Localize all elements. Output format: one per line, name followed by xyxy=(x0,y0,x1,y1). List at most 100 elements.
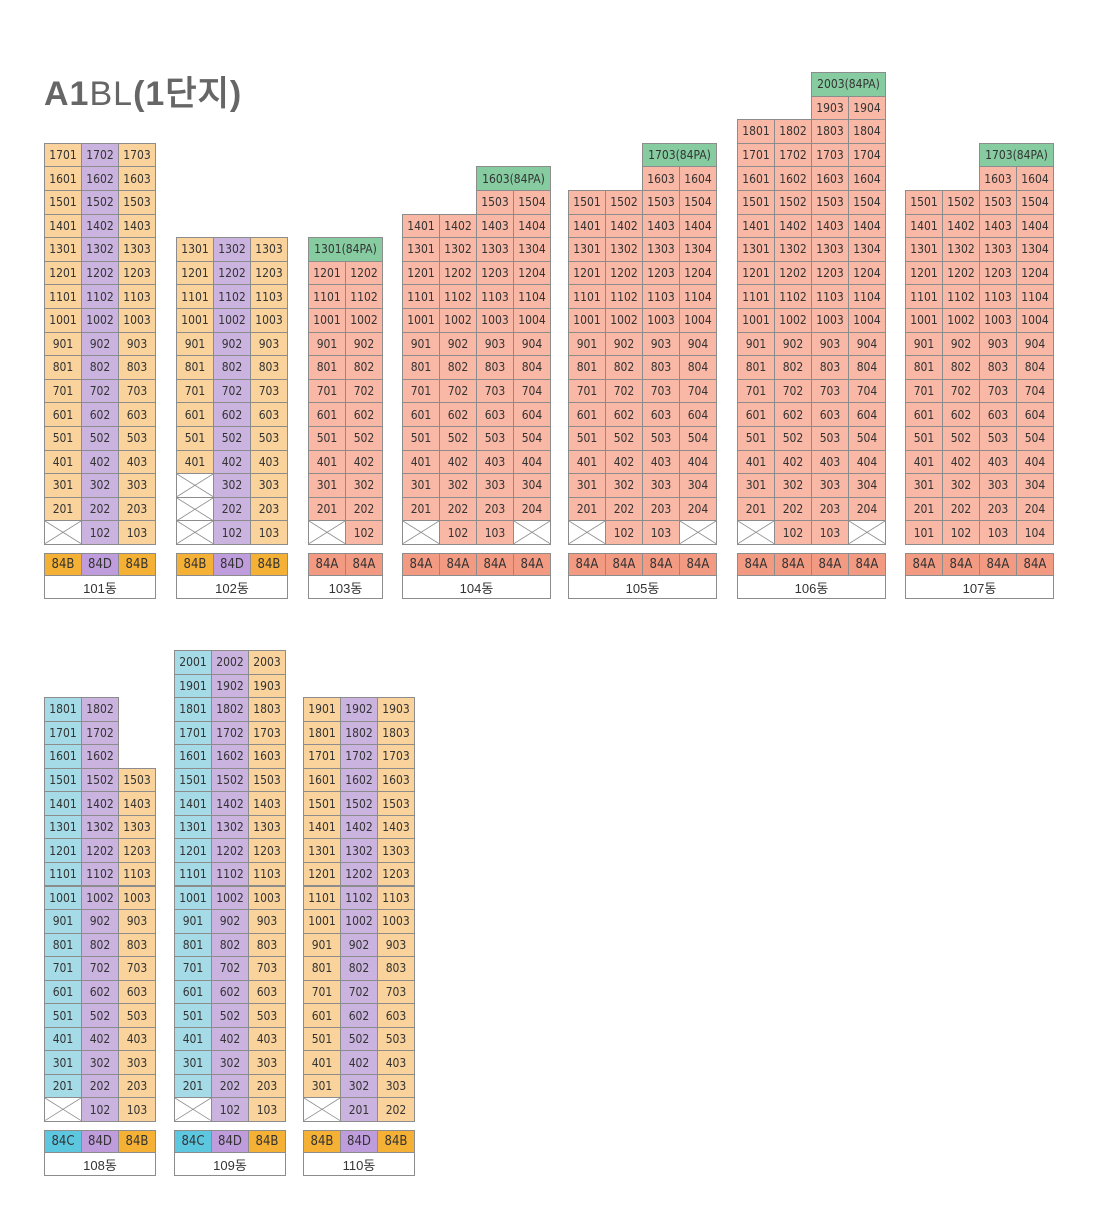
unit-cell: 1702 xyxy=(211,720,249,746)
unit-cell: 803 xyxy=(118,932,156,958)
unit-cell: 1802 xyxy=(340,720,378,746)
unit-cell: 1101 xyxy=(176,284,214,309)
unit-cell: 803 xyxy=(248,932,286,958)
unit-cell: 102 xyxy=(211,1097,249,1122)
unit-cell: 1501 xyxy=(44,767,82,793)
unit-type-legend: 84D xyxy=(340,1130,378,1153)
building-name: 105동 xyxy=(568,576,717,599)
unit-cell: 501 xyxy=(568,426,606,451)
unit-cell: 301 xyxy=(905,473,943,498)
unit-type-legend: 84A xyxy=(942,553,980,576)
unit-cell: 1003 xyxy=(118,885,156,911)
unit-cell: 402 xyxy=(942,449,980,475)
unit-cell: 1003 xyxy=(250,308,288,333)
unit-cell: 2002 xyxy=(211,650,249,675)
unit-cell: 1202 xyxy=(211,838,249,863)
penthouse-unit: 1703(84PA) xyxy=(979,142,1054,168)
unit-cell: 1001 xyxy=(402,308,440,333)
unit-cell: 1403 xyxy=(248,791,286,816)
unit-cell: 401 xyxy=(568,449,606,475)
unit-cell: 1201 xyxy=(568,260,606,286)
unit-cell: 1904 xyxy=(848,95,886,121)
unit-cell: 1502 xyxy=(942,190,980,215)
unit-cell: 1201 xyxy=(308,260,346,286)
unit-cell: 2001 xyxy=(174,650,212,675)
unit-cell: 701 xyxy=(568,378,606,404)
unit-cell: 903 xyxy=(118,331,156,357)
unit-cell: 1303 xyxy=(248,814,286,840)
empty-unit xyxy=(174,1097,212,1122)
unit-cell: 1501 xyxy=(568,190,606,215)
unit-cell: 602 xyxy=(340,1003,378,1028)
unit-cell: 404 xyxy=(1016,449,1054,475)
unit-cell: 302 xyxy=(211,1050,249,1075)
unit-cell: 1301 xyxy=(402,237,440,262)
unit-cell: 601 xyxy=(737,402,775,427)
unit-cell: 103 xyxy=(476,520,514,545)
unit-cell: 503 xyxy=(377,1026,415,1052)
unit-cell: 703 xyxy=(476,378,514,404)
unit-cell: 303 xyxy=(248,1050,286,1075)
penthouse-unit: 2003(84PA) xyxy=(811,72,886,97)
unit-cell: 1304 xyxy=(513,237,551,262)
unit-cell: 1001 xyxy=(568,308,606,333)
unit-cell: 602 xyxy=(605,402,643,427)
unit-cell: 1002 xyxy=(340,909,378,934)
unit-cell: 603 xyxy=(248,979,286,1005)
unit-cell: 1502 xyxy=(81,190,119,215)
unit-cell: 1203 xyxy=(476,260,514,286)
unit-cell: 901 xyxy=(303,932,341,958)
unit-cell: 1004 xyxy=(679,308,717,333)
empty-unit xyxy=(176,473,214,498)
unit-cell: 701 xyxy=(402,378,440,404)
unit-cell: 102 xyxy=(81,520,119,545)
building-name: 104동 xyxy=(402,576,551,599)
unit-cell: 802 xyxy=(81,932,119,958)
unit-cell: 601 xyxy=(44,979,82,1005)
unit-cell: 1203 xyxy=(377,861,415,887)
unit-cell: 1102 xyxy=(81,284,119,309)
unit-cell: 1401 xyxy=(905,213,943,239)
unit-cell: 803 xyxy=(250,355,288,380)
unit-cell: 804 xyxy=(513,355,551,380)
unit-cell: 801 xyxy=(44,932,82,958)
unit-cell: 1401 xyxy=(737,213,775,239)
unit-cell: 1404 xyxy=(848,213,886,239)
unit-cell: 304 xyxy=(848,473,886,498)
unit-cell: 702 xyxy=(345,378,383,404)
unit-cell: 801 xyxy=(174,932,212,958)
empty-unit xyxy=(308,520,346,545)
unit-cell: 202 xyxy=(605,496,643,522)
unit-cell: 403 xyxy=(250,449,288,475)
unit-cell: 1001 xyxy=(737,308,775,333)
unit-cell: 1303 xyxy=(118,237,156,262)
unit-cell: 603 xyxy=(118,402,156,427)
unit-cell: 1103 xyxy=(811,284,849,309)
unit-cell: 304 xyxy=(679,473,717,498)
unit-cell: 1301 xyxy=(44,814,82,840)
unit-cell: 1203 xyxy=(118,838,156,863)
unit-cell: 303 xyxy=(811,473,849,498)
unit-cell: 803 xyxy=(811,355,849,380)
penthouse-unit: 1703(84PA) xyxy=(642,142,717,168)
unit-cell: 804 xyxy=(1016,355,1054,380)
unit-cell: 704 xyxy=(679,378,717,404)
unit-cell: 401 xyxy=(303,1050,341,1075)
unit-cell: 201 xyxy=(340,1097,378,1122)
unit-cell: 502 xyxy=(340,1026,378,1052)
unit-cell: 602 xyxy=(439,402,477,427)
unit-cell: 302 xyxy=(213,473,251,498)
unit-cell: 1202 xyxy=(340,861,378,887)
unit-cell: 801 xyxy=(44,355,82,380)
unit-cell: 1603 xyxy=(377,767,415,793)
unit-cell: 1101 xyxy=(905,284,943,309)
unit-cell: 1301 xyxy=(737,237,775,262)
unit-cell: 502 xyxy=(774,426,812,451)
unit-cell: 802 xyxy=(942,355,980,380)
unit-cell: 203 xyxy=(118,1073,156,1099)
unit-cell: 803 xyxy=(377,956,415,981)
unit-cell: 1001 xyxy=(303,909,341,934)
empty-unit xyxy=(737,520,775,545)
unit-cell: 301 xyxy=(308,473,346,498)
unit-cell: 1303 xyxy=(250,237,288,262)
